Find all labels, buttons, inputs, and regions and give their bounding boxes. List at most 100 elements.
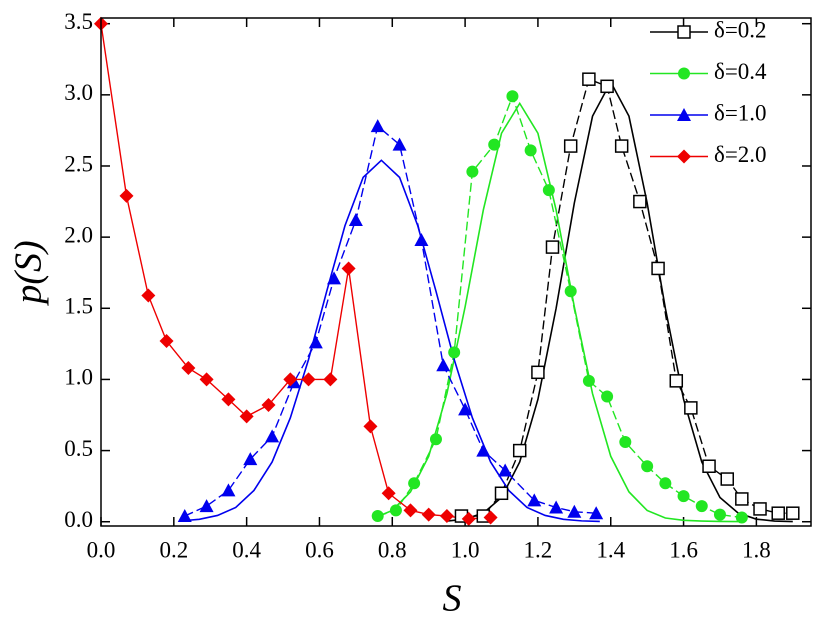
marker (677, 490, 690, 503)
x-tick-label: 1.2 (524, 537, 553, 562)
marker (633, 194, 647, 209)
marker (582, 72, 596, 86)
marker (381, 486, 396, 501)
marker (370, 119, 385, 133)
marker (261, 398, 276, 413)
x-tick-label: 1.8 (742, 537, 771, 562)
x-tick-label: 0.8 (378, 537, 407, 562)
x-tick-label: 0.6 (305, 537, 334, 562)
marker (567, 504, 582, 518)
marker (549, 500, 564, 514)
marker (439, 509, 454, 524)
marker (483, 510, 498, 525)
marker (461, 511, 476, 526)
marker (199, 499, 214, 513)
marker (119, 188, 134, 203)
marker (494, 486, 509, 501)
marker (327, 271, 342, 285)
y-tick-label: 2.5 (64, 151, 93, 176)
marker (582, 374, 595, 387)
marker (713, 508, 726, 521)
plot-frame (100, 17, 812, 527)
marker (341, 261, 356, 276)
legend-label: δ=1.0 (714, 100, 767, 125)
marker (371, 510, 384, 523)
marker (771, 506, 785, 520)
marker (436, 358, 451, 372)
marker (498, 463, 513, 477)
marker (531, 365, 545, 380)
x-tick-label: 0.2 (159, 537, 188, 562)
series-line (184, 124, 597, 517)
y-axis-label: p(S) (8, 240, 50, 306)
marker (684, 401, 698, 415)
marker (243, 452, 258, 466)
marker (735, 492, 749, 506)
y-tick-label: 2.0 (64, 222, 93, 247)
marker (651, 261, 665, 276)
legend-label: δ=2.0 (714, 142, 767, 167)
marker (458, 402, 473, 416)
marker (221, 392, 236, 407)
marker (199, 372, 214, 387)
legend-marker (677, 149, 691, 164)
marker (181, 361, 196, 376)
marker (753, 502, 767, 516)
marker (414, 232, 429, 246)
marker (265, 429, 280, 443)
marker (619, 436, 632, 449)
marker (283, 372, 298, 387)
marker (323, 372, 338, 387)
marker (524, 144, 537, 157)
legend-marker (677, 108, 691, 121)
legend-label: δ=0.4 (714, 59, 767, 84)
marker (695, 500, 708, 513)
y-tick-label: 3.5 (64, 9, 93, 34)
marker (600, 79, 614, 94)
marker (564, 285, 577, 298)
marker (589, 506, 604, 520)
marker (506, 90, 519, 103)
marker (488, 138, 501, 151)
marker (363, 419, 378, 434)
marker (563, 139, 578, 153)
marker (348, 213, 363, 227)
marker (786, 506, 800, 520)
fit-curve (181, 159, 600, 523)
y-tick-label: 1.5 (64, 294, 93, 319)
marker (659, 477, 672, 490)
marker (466, 165, 479, 178)
marker (527, 493, 542, 507)
marker (545, 240, 560, 254)
marker (702, 459, 716, 473)
marker (429, 433, 442, 446)
marker (177, 509, 192, 523)
series-line (461, 78, 793, 517)
x-tick-label: 1.6 (669, 537, 698, 562)
marker (448, 346, 461, 359)
marker (476, 443, 491, 457)
marker (403, 503, 418, 518)
y-tick-label: 3.0 (64, 80, 93, 105)
marker (239, 409, 254, 424)
marker (308, 335, 323, 349)
marker (301, 372, 316, 387)
legend-marker (678, 67, 690, 80)
x-axis-label: S (443, 578, 462, 620)
marker (669, 374, 684, 388)
marker (512, 443, 527, 458)
marker (141, 288, 156, 303)
marker (735, 511, 748, 524)
marker (159, 334, 174, 349)
marker (392, 137, 407, 151)
legend-label: δ=0.2 (714, 17, 767, 42)
marker (720, 472, 735, 486)
marker (408, 477, 421, 490)
marker (221, 483, 236, 497)
x-tick-label: 1.0 (451, 537, 480, 562)
marker (641, 460, 654, 473)
y-tick-label: 1.0 (64, 365, 93, 390)
marker (542, 184, 555, 197)
fit-curve (373, 101, 739, 523)
